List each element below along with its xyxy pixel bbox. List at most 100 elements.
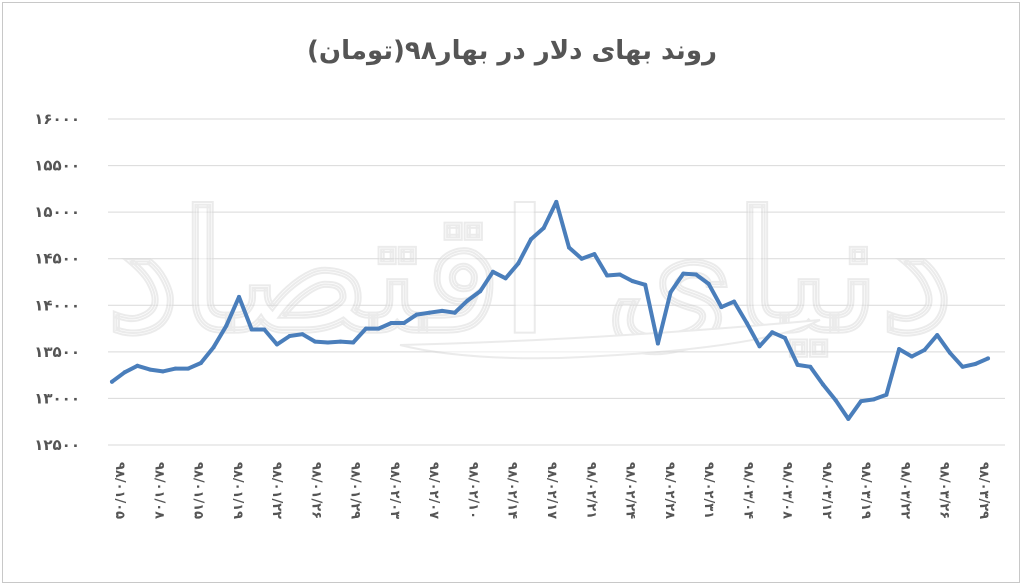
x-tick-label: ۹۸/۰۱/۰۸ bbox=[151, 462, 166, 519]
x-tick-label: ۹۸/۰۱/۲۹ bbox=[348, 462, 363, 519]
data-point bbox=[681, 271, 686, 276]
data-point bbox=[808, 364, 813, 369]
data-point bbox=[363, 326, 368, 331]
data-point bbox=[440, 308, 445, 313]
data-point bbox=[757, 344, 762, 349]
data-point bbox=[516, 261, 521, 266]
x-tick-label: ۹۸/۰۱/۱۵ bbox=[191, 462, 206, 519]
data-point bbox=[795, 362, 800, 367]
watermark: دنیای اقتصاد bbox=[105, 174, 954, 370]
data-point bbox=[148, 367, 153, 372]
x-tick-label: ۹۸/۰۳/۰۴ bbox=[740, 462, 755, 519]
data-point bbox=[732, 299, 737, 304]
data-point bbox=[414, 312, 419, 317]
data-point bbox=[846, 416, 851, 421]
data-point bbox=[719, 305, 724, 310]
x-tick-label: ۹۸/۰۳/۱۹ bbox=[858, 462, 873, 519]
data-point bbox=[960, 364, 965, 369]
x-axis-labels: ۹۸/۰۱/۰۵ ۹۸/۰۱/۰۸ ۹۸/۰۱/۱۵ ۹۸/۰۱/۱۹ ۹۸/۰۱/۲۲… bbox=[112, 462, 991, 519]
data-point bbox=[529, 237, 533, 242]
x-tick-label: ۹۸/۰۲/۲۱ bbox=[583, 462, 598, 519]
data-point bbox=[935, 333, 940, 338]
data-point bbox=[122, 370, 127, 375]
data-point bbox=[300, 332, 305, 337]
data-point bbox=[237, 294, 241, 299]
chart-title: روند بهای دلار در بهار۹۸(تومان) bbox=[307, 36, 717, 66]
data-point bbox=[110, 379, 114, 384]
y-tick-label: ۱۴۰۰۰ bbox=[34, 296, 80, 314]
data-point bbox=[986, 356, 990, 361]
x-tick-label: ۹۸/۰۱/۲۲ bbox=[269, 462, 284, 519]
x-tick-label: ۹۸/۰۲/۰۳ bbox=[387, 462, 402, 519]
data-point bbox=[173, 366, 178, 371]
data-point bbox=[554, 199, 559, 204]
y-tick-label: ۱۳۰۰۰ bbox=[34, 389, 80, 407]
data-point bbox=[211, 345, 216, 350]
data-point bbox=[782, 335, 787, 340]
x-tick-label: ۹۸/۰۳/۱۲ bbox=[819, 462, 834, 519]
data-point bbox=[452, 310, 457, 315]
data-point bbox=[833, 398, 838, 403]
x-tick-label: ۹۸/۰۲/۳۱ bbox=[701, 462, 716, 519]
x-tick-label: ۹۸/۰۱/۱۹ bbox=[230, 462, 245, 519]
y-tick-label: ۱۵۵۰۰ bbox=[34, 157, 80, 175]
x-tick-label: ۹۸/۰۱/۲۶ bbox=[308, 462, 323, 519]
y-tick-label: ۱۶۰۰۰ bbox=[34, 110, 80, 128]
data-point bbox=[668, 290, 673, 295]
data-point bbox=[389, 321, 394, 325]
x-tick-label: ۹۸/۰۳/۲۶ bbox=[937, 462, 952, 519]
x-tick-label: ۹۸/۰۲/۲۸ bbox=[662, 462, 677, 519]
data-point bbox=[490, 269, 495, 274]
x-tick-label: ۹۸/۰۲/۲۴ bbox=[623, 462, 638, 519]
data-point bbox=[770, 330, 775, 335]
data-point bbox=[909, 354, 914, 359]
data-point bbox=[567, 245, 571, 250]
y-axis-labels: ۱۲۵۰۰ ۱۳۰۰۰ ۱۳۵۰۰ ۱۴۰۰۰ ۱۴۵۰۰ ۱۵۰۰۰ ۱۵۵۰۰ ۱۶۰۰۰ bbox=[34, 110, 80, 454]
data-point bbox=[325, 340, 330, 345]
data-point bbox=[592, 252, 597, 257]
y-tick-label: ۱۵۰۰۰ bbox=[34, 203, 80, 221]
data-point bbox=[313, 339, 318, 344]
y-tick-label: ۱۳۵۰۰ bbox=[34, 343, 80, 361]
x-tick-label: ۹۸/۰۳/۰۸ bbox=[780, 462, 795, 519]
data-point bbox=[884, 392, 889, 397]
data-point bbox=[249, 327, 254, 332]
data-point bbox=[503, 276, 508, 281]
data-point bbox=[338, 339, 343, 344]
data-point bbox=[706, 281, 711, 286]
data-point bbox=[135, 363, 140, 368]
data-point bbox=[275, 342, 279, 347]
data-point bbox=[351, 340, 356, 345]
data-point bbox=[478, 289, 483, 294]
data-point bbox=[655, 341, 660, 346]
x-tick-label: ۹۸/۰۲/۱۴ bbox=[505, 462, 520, 519]
x-tick-label: ۹۸/۰۲/۱۰ bbox=[466, 462, 481, 519]
data-point bbox=[630, 279, 635, 284]
data-point bbox=[579, 256, 584, 261]
data-point bbox=[947, 350, 952, 355]
x-tick-label: ۹۸/۰۲/۰۷ bbox=[426, 462, 441, 519]
data-point bbox=[744, 321, 749, 325]
data-point bbox=[922, 348, 927, 352]
data-point bbox=[465, 298, 470, 303]
series-line bbox=[110, 199, 990, 421]
data-point bbox=[617, 272, 622, 277]
data-point bbox=[694, 272, 698, 277]
data-point bbox=[427, 310, 432, 315]
data-point bbox=[262, 327, 267, 332]
data-point bbox=[643, 282, 648, 287]
data-point bbox=[541, 226, 546, 230]
x-tick-label: ۹۸/۰۱/۰۵ bbox=[112, 462, 127, 519]
x-tick-label: ۹۸/۰۲/۱۷ bbox=[544, 462, 559, 519]
gridlines bbox=[108, 118, 1005, 446]
y-tick-label: ۱۴۵۰۰ bbox=[34, 250, 80, 268]
data-point bbox=[973, 362, 978, 366]
data-point bbox=[376, 326, 381, 331]
watermark-text: دنیای اقتصاد bbox=[106, 175, 953, 369]
data-point bbox=[287, 334, 292, 338]
data-point bbox=[859, 399, 863, 404]
y-tick-label: ۱۲۵۰۰ bbox=[34, 436, 80, 454]
data-point bbox=[198, 361, 203, 365]
